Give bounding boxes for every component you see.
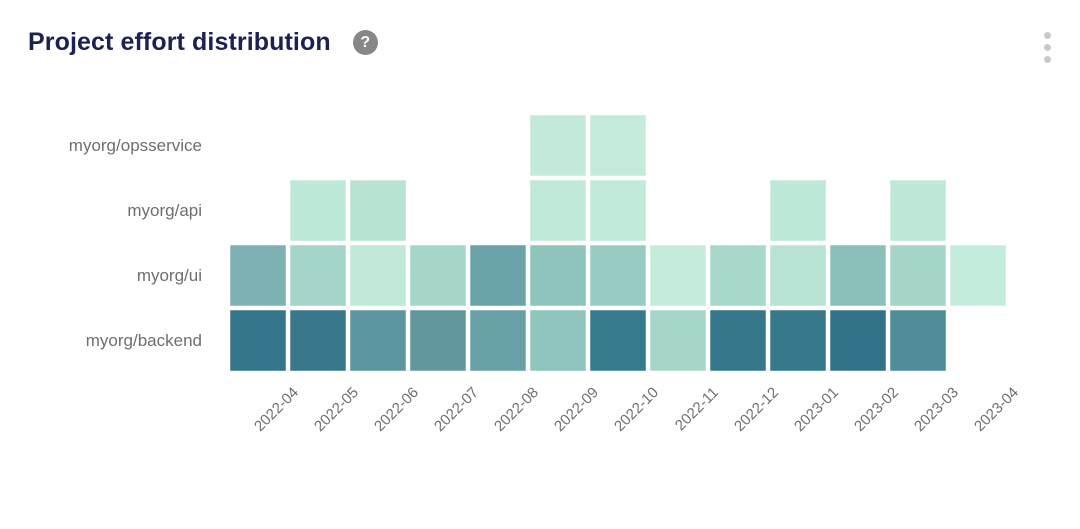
heatmap-cell — [830, 180, 886, 241]
heatmap-cell[interactable] — [410, 245, 466, 306]
heatmap-cell[interactable] — [230, 245, 286, 306]
heatmap-cell[interactable] — [770, 245, 826, 306]
heatmap-cell[interactable] — [290, 310, 346, 371]
heatmap-cell — [350, 115, 406, 176]
heatmap-cell — [410, 115, 466, 176]
heatmap-cell[interactable] — [650, 245, 706, 306]
heatmap-row-cells — [230, 115, 1006, 176]
help-icon[interactable]: ? — [352, 30, 378, 55]
heatmap-cell[interactable] — [890, 180, 946, 241]
heatmap-cell[interactable] — [590, 180, 646, 241]
heatmap-row-cells — [230, 180, 1006, 241]
heatmap-row: myorg/api — [0, 180, 1080, 241]
page-title: Project effort distribution — [28, 28, 331, 56]
heatmap-cell — [230, 115, 286, 176]
heatmap-cell[interactable] — [710, 245, 766, 306]
heatmap-cell — [290, 115, 346, 176]
heatmap-cell[interactable] — [410, 310, 466, 371]
heatmap: myorg/opsservice myorg/api myorg/ui myorg/b… — [0, 115, 1080, 375]
heatmap-row: myorg/backend — [0, 310, 1080, 371]
heatmap-cell[interactable] — [350, 245, 406, 306]
chart-header: Project effort distribution ? — [28, 28, 378, 57]
heatmap-cell — [710, 115, 766, 176]
x-axis-label: 2022-08 — [491, 384, 543, 435]
heatmap-cell — [470, 115, 526, 176]
y-axis-label: myorg/backend — [85, 330, 202, 350]
x-axis-labels: 2022-04 2022-05 2022-06 2022-07 2022-08 2022-… — [251, 382, 1034, 482]
x-axis-label: 2022-12 — [731, 384, 783, 435]
x-axis-label: 2022-10 — [611, 384, 663, 435]
heatmap-cell[interactable] — [950, 245, 1006, 306]
heatmap-cell — [650, 115, 706, 176]
heatmap-row-cells — [230, 310, 1006, 371]
heatmap-cell[interactable] — [290, 180, 346, 241]
kebab-menu-icon[interactable] — [1042, 30, 1053, 65]
y-axis-label: myorg/ui — [136, 265, 202, 285]
x-axis-label: 2022-11 — [671, 384, 723, 435]
heatmap-cell — [950, 310, 1006, 371]
heatmap-cell — [830, 115, 886, 176]
heatmap-cell[interactable] — [530, 115, 586, 176]
heatmap-cell — [410, 180, 466, 241]
x-axis-label: 2023-02 — [851, 384, 903, 435]
heatmap-cell — [770, 115, 826, 176]
heatmap-cell[interactable] — [650, 310, 706, 371]
y-axis-label: myorg/opsservice — [68, 135, 202, 155]
heatmap-cell[interactable] — [830, 245, 886, 306]
heatmap-cell[interactable] — [530, 180, 586, 241]
x-axis-label: 2022-04 — [251, 384, 303, 435]
heatmap-cell[interactable] — [770, 180, 826, 241]
heatmap-cell[interactable] — [530, 310, 586, 371]
heatmap-cell[interactable] — [230, 310, 286, 371]
heatmap-row: myorg/opsservice — [0, 115, 1080, 176]
heatmap-cell[interactable] — [290, 245, 346, 306]
heatmap-cell[interactable] — [470, 310, 526, 371]
heatmap-cell[interactable] — [350, 180, 406, 241]
heatmap-row: myorg/ui — [0, 245, 1080, 306]
heatmap-cell[interactable] — [590, 245, 646, 306]
heatmap-cell — [710, 180, 766, 241]
heatmap-cell[interactable] — [770, 310, 826, 371]
heatmap-cell[interactable] — [710, 310, 766, 371]
y-axis-label: myorg/api — [127, 200, 202, 220]
heatmap-cell[interactable] — [890, 310, 946, 371]
x-axis-label: 2022-05 — [311, 384, 363, 435]
heatmap-cell[interactable] — [830, 310, 886, 371]
heatmap-cell[interactable] — [530, 245, 586, 306]
heatmap-row-cells — [230, 245, 1006, 306]
heatmap-cell — [950, 180, 1006, 241]
x-axis-label: 2023-03 — [911, 384, 963, 435]
heatmap-cell[interactable] — [470, 245, 526, 306]
heatmap-cell — [950, 115, 1006, 176]
heatmap-cell[interactable] — [590, 115, 646, 176]
x-axis-label: 2022-07 — [431, 384, 483, 435]
heatmap-cell — [650, 180, 706, 241]
heatmap-cell — [890, 115, 946, 176]
heatmap-cell[interactable] — [590, 310, 646, 371]
x-axis-label: 2023-01 — [791, 384, 843, 435]
heatmap-cell[interactable] — [890, 245, 946, 306]
x-axis-label: 2022-09 — [551, 384, 603, 435]
x-axis-label: 2022-06 — [371, 384, 423, 435]
heatmap-cell[interactable] — [350, 310, 406, 371]
heatmap-cell — [230, 180, 286, 241]
heatmap-cell — [470, 180, 526, 241]
x-axis-label: 2023-04 — [971, 384, 1023, 435]
